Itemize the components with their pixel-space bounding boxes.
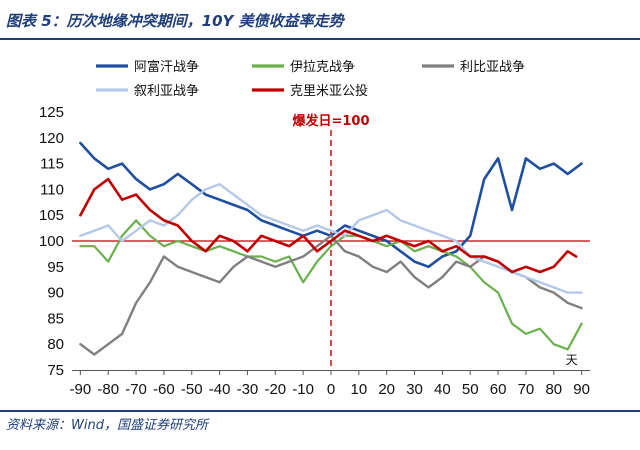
- plot-area: 爆发日=100 天: [72, 113, 590, 370]
- x-tick-label: 20: [378, 381, 395, 398]
- y-tick-label: 115: [40, 156, 64, 173]
- x-tick-label: -70: [125, 381, 147, 398]
- series-line-4: [79, 182, 583, 294]
- series-line-5: [79, 177, 578, 274]
- x-tick-label: -10: [292, 381, 314, 398]
- x-tick-label: -20: [264, 381, 286, 398]
- y-axis: 75 80 85 90 95 100 105 110 115 120 125: [39, 104, 64, 379]
- source-note: 资料来源：Wind，国盛证券研究所: [6, 418, 208, 433]
- x-tick-label: -60: [153, 381, 175, 398]
- legend-label-5: 克里米亚公投: [290, 83, 368, 99]
- y-tick-label: 110: [40, 181, 64, 198]
- title-rule: [0, 38, 640, 40]
- y-tick-label: 75: [47, 362, 64, 379]
- x-tick-label: 0: [327, 381, 335, 398]
- x-tick-label: 80: [545, 381, 562, 398]
- x-tick-label: 30: [406, 381, 423, 398]
- x-tick-label: 60: [490, 381, 507, 398]
- y-tick-label: 85: [47, 310, 64, 327]
- legend-label-3: 利比亚战争: [460, 60, 525, 75]
- x-tick-label: 90: [573, 381, 590, 398]
- series-line-2: [79, 219, 583, 351]
- source-rule: [0, 410, 640, 412]
- y-tick-label: 125: [39, 104, 64, 121]
- y-tick-label: 100: [39, 233, 64, 250]
- figure-title: 图表 5：历次地缘冲突期间，10Y 美债收益率走势: [6, 12, 344, 30]
- legend-label-2: 伊拉克战争: [290, 60, 355, 75]
- x-tick-label: 10: [351, 381, 368, 398]
- x-tick-label: -80: [97, 381, 119, 398]
- x-tick-label: -40: [209, 381, 231, 398]
- y-tick-label: 95: [47, 259, 64, 276]
- legend-label-1: 阿富汗战争: [134, 59, 199, 75]
- x-tick-label: -90: [70, 381, 92, 398]
- y-tick-label: 120: [39, 130, 64, 147]
- legend-label-4: 叙利亚战争: [134, 84, 199, 99]
- x-tick-label: 40: [434, 381, 451, 398]
- x-tick-label: 50: [462, 381, 479, 398]
- x-tick-label: 70: [518, 381, 535, 398]
- x-axis: -90 -80 -70 -60 -50 -40 -30 -20 -10 0 10 20 30 40 50 60…: [70, 370, 590, 398]
- x-tick-label: -50: [181, 381, 203, 398]
- y-tick-label: 105: [39, 207, 64, 224]
- x-tick-label: -30: [237, 381, 259, 398]
- event-day-label: 爆发日=100: [292, 113, 369, 129]
- y-tick-label: 80: [47, 336, 64, 353]
- y-tick-label: 90: [47, 285, 64, 302]
- x-axis-unit-label: 天: [566, 353, 578, 367]
